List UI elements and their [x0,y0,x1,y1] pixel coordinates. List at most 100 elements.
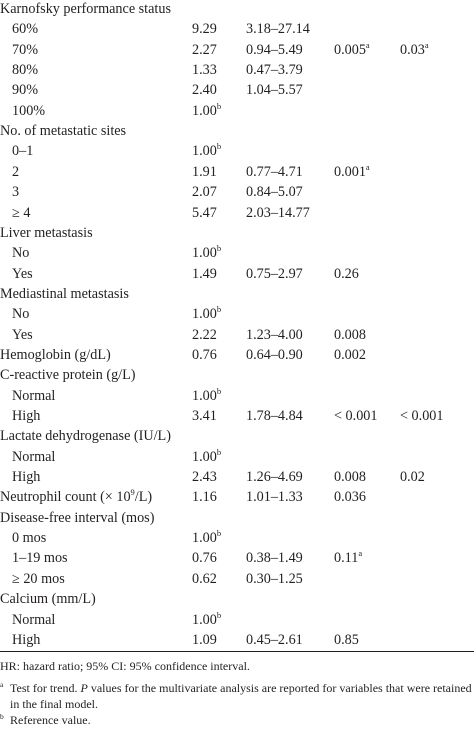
table-row: No 1.00b [0,242,474,264]
row-label: Mediastinal metastasis [0,285,129,302]
hazard-ratio-cell: 0.76 [192,550,217,567]
row-label: High [12,408,41,424]
hazard-ratio-cell: 1.33 [192,62,217,79]
table-row: 3 2.07 0.84–5.07 [0,181,474,203]
hazard-ratio-cell: 1.00b [192,243,222,262]
hazard-ratio-cell: 2.22 [192,326,217,343]
row-label: Karnofsky performance status [0,1,171,17]
hazard-ratio-cell: 1.09 [192,631,217,648]
hazard-ratio-cell: 1.00b [192,609,222,628]
table-row: Normal 1.00b [0,609,474,631]
hazard-ratio-cell: 1.00b [192,141,222,160]
univariate-p-cell: 0.26 [334,265,359,282]
row-label: C-reactive protein (g/L) [0,367,136,384]
table-row: 1–19 mos 0.76 0.38–1.49 0.11a [0,547,474,569]
univariate-p-cell: 0.008 [334,326,366,343]
row-label: 3 [12,184,20,201]
row-label: 1–19 mos [12,550,68,567]
table-group-row: Karnofsky performance status [0,0,474,20]
row-label: 60% [12,21,39,38]
row-label: No. of metastatic sites [0,123,127,140]
hazard-ratio-cell: 0.62 [192,570,217,587]
row-label: Normal [12,387,56,404]
table-row: High 1.09 0.45–2.61 0.85 [0,629,474,651]
confidence-interval-cell: 0.30–1.25 [246,570,303,587]
confidence-interval-cell: 0.47–3.79 [246,62,303,79]
hazard-ratio-cell: 1.16 [192,489,217,506]
table-group-row: Lactate dehydrogenase (IU/L) [0,425,474,447]
confidence-interval-cell: 1.01–1.33 [246,489,303,506]
multivariate-p-cell: 0.02 [400,469,425,486]
table-row: No 1.00b [0,303,474,325]
hazard-ratio-cell: 1.00b [192,446,222,465]
row-label: Calcium (mm/L) [0,591,96,608]
confidence-interval-cell: 0.84–5.07 [246,184,303,201]
hazard-ratio-cell: 9.29 [192,21,217,38]
row-label: High [12,631,41,648]
confidence-interval-cell: 0.45–2.61 [246,631,303,648]
hazard-ratio-cell: 1.91 [192,163,217,180]
hazard-ratio-cell: 5.47 [192,204,217,221]
confidence-interval-cell: 0.38–1.49 [246,550,303,567]
row-label: Normal [12,611,56,628]
multivariate-p-cell: 0.03a [400,39,429,58]
footnote-abbreviations: HR: hazard ratio; 95% CI: 95% confidence… [0,659,250,673]
confidence-interval-cell: 3.18–27.14 [246,21,310,38]
table-row: High 3.41 1.78–4.84 < 0.001 < 0.001 [0,405,474,427]
table-row: Yes 1.49 0.75–2.97 0.26 [0,263,474,285]
row-label: ≥ 20 mos [12,570,65,587]
table-row: 90% 2.40 1.04–5.57 [0,79,474,101]
table-row: 100% 1.00b [0,100,474,122]
footnote-a-mark: a [0,679,4,689]
row-label: 0–1 [12,143,34,160]
row-label: 2 [12,163,20,180]
table-row: ≥ 20 mos 0.62 0.30–1.25 [0,568,474,590]
hazard-ratio-cell: 3.41 [192,408,217,424]
table-group-row: No. of metastatic sites [0,120,474,142]
confidence-interval-cell: 0.64–0.90 [246,346,303,363]
table-group-row: C-reactive protein (g/L) [0,364,474,386]
univariate-p-cell: 0.036 [334,489,366,506]
table-bottom-rule [0,651,474,652]
row-label: Liver metastasis [0,224,93,241]
table-row: Normal 1.00b [0,385,474,407]
row-label: Yes [12,326,33,343]
row-label: Disease-free interval (mos) [0,509,155,526]
hazard-ratio-cell: 2.07 [192,184,217,201]
row-label: 70% [12,41,39,58]
univariate-p-cell: 0.11a [334,548,363,567]
table-row: High 2.43 1.26–4.69 0.008 0.02 [0,466,474,488]
row-label: Hemoglobin (g/dL) [0,346,111,363]
table-row: 60% 9.29 3.18–27.14 [0,18,474,40]
hazard-ratio-cell: 0.76 [192,346,217,363]
row-label: Lactate dehydrogenase (IU/L) [0,428,171,445]
row-label: No [12,306,30,323]
table-row: 2 1.91 0.77–4.71 0.001a [0,161,474,183]
table-group-row: Calcium (mm/L) [0,588,474,610]
table-row: 0–1 1.00b [0,140,474,162]
row-label: 80% [12,62,39,79]
univariate-p-cell: 0.85 [334,631,359,648]
footnote-b: b Reference value. [0,712,474,730]
confidence-interval-cell: 1.23–4.00 [246,326,303,343]
hazard-ratio-cell: 2.27 [192,41,217,58]
confidence-interval-cell: 0.75–2.97 [246,265,303,282]
table-group-row: Disease-free interval (mos) [0,507,474,529]
hazard-ratio-cell: 2.40 [192,82,217,99]
confidence-interval-cell: 1.78–4.84 [246,408,303,424]
footnote-b-mark: b [0,711,4,721]
table-row: 0 mos 1.00b [0,527,474,549]
row-label: ≥ 4 [12,204,31,221]
univariate-p-cell: 0.005a [334,39,370,58]
confidence-interval-cell: 1.04–5.57 [246,82,303,99]
row-label: Yes [12,265,33,282]
table-row: 70% 2.27 0.94–5.49 0.005a 0.03a [0,39,474,61]
table-footnotes: HR: hazard ratio; 95% CI: 95% confidence… [0,659,474,729]
confidence-interval-cell: 2.03–14.77 [246,204,310,221]
table-row: Normal 1.00b [0,446,474,468]
row-label: High [12,469,41,486]
univariate-p-cell: 0.008 [334,469,366,486]
hazard-ratio-cell: 1.00b [192,385,222,404]
table-group-row: Neutrophil count (× 109/L) 1.16 1.01–1.33 0… [0,486,474,508]
hazard-ratio-cell: 2.43 [192,469,217,486]
